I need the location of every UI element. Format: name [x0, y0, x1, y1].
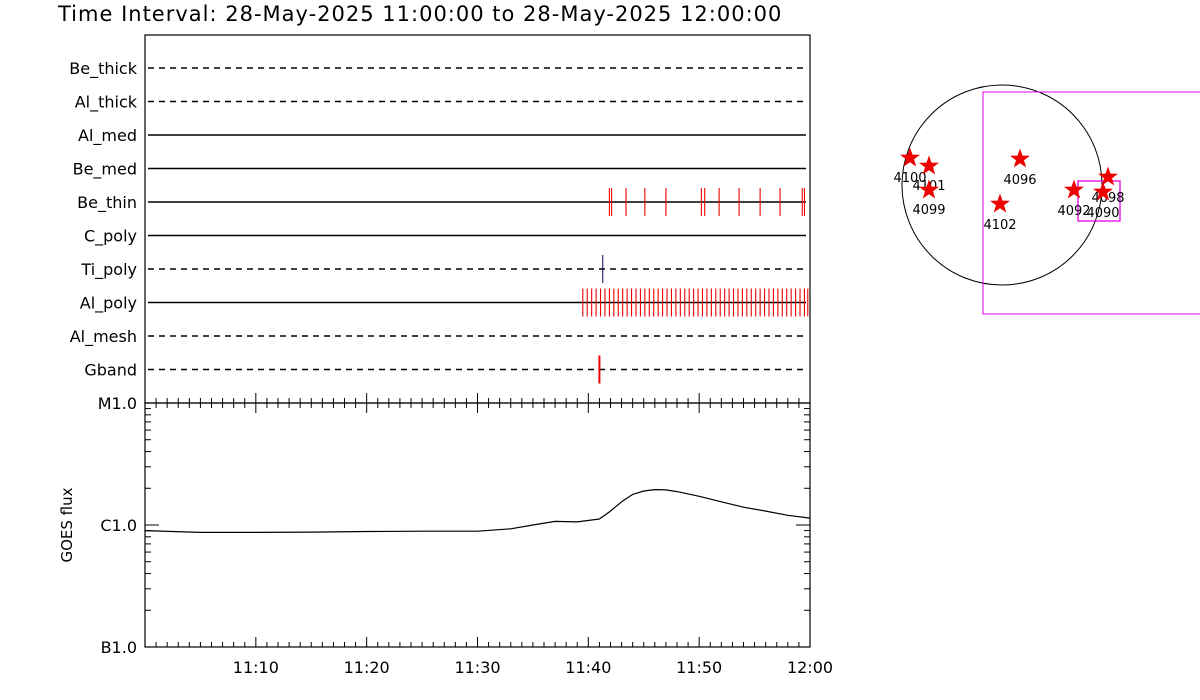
x-tick-label: 11:40	[565, 658, 611, 677]
x-tick-label: 12:00	[787, 658, 833, 677]
channel-label-c_poly: C_poly	[84, 227, 137, 247]
region-star	[990, 193, 1010, 213]
region-star	[1093, 181, 1113, 201]
goes-flux-line	[144, 489, 811, 533]
solar-disk-panel: 41004101409940964102409240984090	[893, 84, 1200, 315]
page-title: Time Interval: 28-May-2025 11:00:00 to 2…	[58, 2, 783, 26]
y-tick-label: M1.0	[98, 394, 137, 413]
y-tick-label: B1.0	[101, 638, 137, 657]
x-tick-label: 11:20	[344, 658, 390, 677]
region-star	[919, 155, 939, 175]
channel-label-be_thin: Be_thin	[77, 193, 137, 213]
fov-box-small	[1077, 180, 1121, 222]
channel-label-be_thick: Be_thick	[69, 59, 137, 79]
channel-label-al_poly: Al_poly	[80, 294, 137, 314]
channel-label-al_med: Al_med	[78, 126, 137, 146]
region-star	[1064, 179, 1084, 199]
fov-box-large	[982, 91, 1200, 315]
y-axis-label: GOES flux	[58, 487, 76, 562]
region-label: 4096	[1003, 173, 1036, 188]
timeline-panel: Be_thick Al_thick Al_med Be_med Be_thin C_pol…	[69, 34, 811, 404]
x-tick-label: 11:30	[454, 658, 500, 677]
region-star	[1010, 148, 1030, 168]
region-star	[919, 179, 939, 199]
y-tick-label: C1.0	[100, 516, 137, 535]
channel-label-al_mesh: Al_mesh	[70, 327, 137, 347]
channel-label-ti_poly: Ti_poly	[80, 260, 137, 280]
region-label: 4102	[983, 218, 1016, 233]
channel-label-al_thick: Al_thick	[75, 93, 138, 113]
region-label: 4100	[893, 171, 926, 186]
region-star	[1098, 166, 1118, 186]
channel-label-be_med: Be_med	[73, 160, 137, 180]
x-tick-label: 11:10	[233, 658, 279, 677]
x-tick-label: 11:50	[676, 658, 722, 677]
region-star	[900, 147, 920, 167]
region-label: 4090	[1086, 206, 1119, 221]
region-label: 4099	[912, 203, 945, 218]
goes-flux-panel: B1.0 C1.0 M1.0 GOES flux 11:10 11:20 11:30 11:4…	[58, 393, 833, 677]
region-label: 4092	[1057, 204, 1090, 219]
channel-label-gband: Gband	[84, 361, 137, 380]
goes-frame	[144, 402, 811, 648]
timeline-frame	[144, 34, 811, 404]
